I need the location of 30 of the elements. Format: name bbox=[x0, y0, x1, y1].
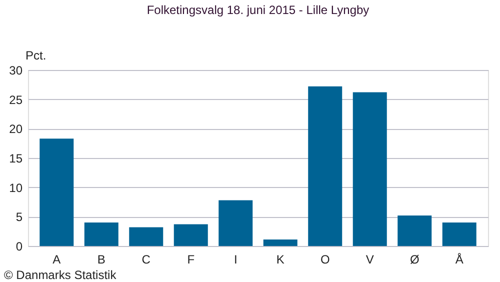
y-tick-label: 25 bbox=[9, 92, 23, 107]
bar bbox=[218, 200, 253, 246]
bar bbox=[398, 215, 432, 246]
y-tick-label: 10 bbox=[9, 180, 23, 195]
x-tick-label: B bbox=[97, 252, 106, 266]
bar bbox=[40, 138, 74, 246]
bar bbox=[442, 222, 476, 246]
x-tick-label: C bbox=[142, 252, 151, 266]
bar bbox=[129, 227, 164, 246]
y-tick-label: 5 bbox=[16, 210, 23, 224]
x-tick-label: A bbox=[52, 252, 61, 266]
chart-title: Folketingsvalg 18. juni 2015 - Lille Lyngby bbox=[146, 3, 370, 17]
y-axis-title: Pct. bbox=[26, 48, 46, 62]
x-tick-label: Å bbox=[455, 252, 464, 266]
x-tick-label: O bbox=[320, 252, 330, 266]
x-tick-label: V bbox=[366, 252, 374, 266]
text: © Danmarks Statistik bbox=[4, 268, 118, 282]
x-tick-label: Ø bbox=[410, 252, 420, 266]
bar bbox=[308, 86, 342, 246]
bar bbox=[84, 222, 118, 246]
x-tick-label: K bbox=[276, 252, 284, 266]
bar bbox=[174, 224, 208, 246]
x-tick-label: I bbox=[234, 252, 238, 266]
bar bbox=[263, 240, 298, 246]
bar bbox=[352, 92, 387, 246]
x-tick-label: F bbox=[187, 252, 195, 266]
y-tick-label: 15 bbox=[9, 152, 23, 166]
y-tick-label: 0 bbox=[16, 240, 23, 254]
y-tick-label: 20 bbox=[9, 122, 23, 136]
y-tick-label: 30 bbox=[9, 64, 23, 78]
